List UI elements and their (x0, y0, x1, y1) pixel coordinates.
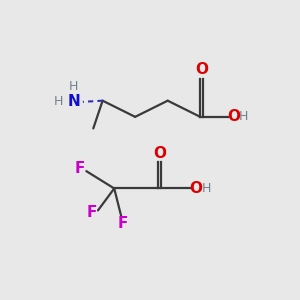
Text: N: N (67, 94, 80, 109)
Text: F: F (75, 161, 85, 176)
Text: F: F (87, 205, 97, 220)
Text: O: O (153, 146, 166, 160)
Text: F: F (117, 216, 128, 231)
Text: H: H (69, 80, 78, 93)
Text: O: O (227, 109, 240, 124)
Text: O: O (195, 62, 208, 77)
Text: H: H (238, 110, 248, 123)
Text: H: H (54, 95, 63, 108)
Text: O: O (190, 181, 202, 196)
Text: H: H (202, 182, 212, 195)
